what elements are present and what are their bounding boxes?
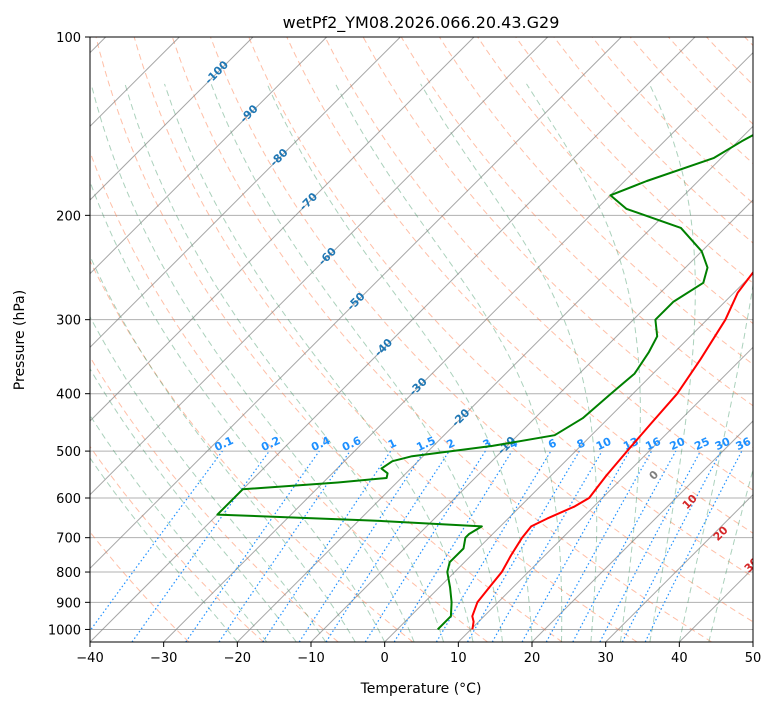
y-tick-label: 900	[56, 596, 81, 611]
x-tick-label: −10	[297, 651, 324, 666]
y-tick-label: 400	[56, 388, 81, 403]
y-tick-label: 300	[56, 314, 81, 329]
x-tick-label: 30	[597, 651, 614, 666]
x-tick-label: −30	[150, 651, 177, 666]
x-tick-label: −20	[224, 651, 251, 666]
y-tick-label: 600	[56, 492, 81, 507]
y-tick-label: 100	[56, 31, 81, 46]
x-tick-label: 20	[524, 651, 541, 666]
x-tick-label: 40	[671, 651, 688, 666]
y-tick-label: 500	[56, 445, 81, 460]
y-tick-label: 1000	[48, 623, 81, 638]
x-tick-label: 50	[745, 651, 762, 666]
x-tick-label: 10	[450, 651, 467, 666]
y-tick-label: 700	[56, 532, 81, 547]
x-axis-label: Temperature (°C)	[360, 681, 482, 697]
y-axis-label: Pressure (hPa)	[12, 290, 28, 390]
x-tick-label: 0	[381, 651, 389, 666]
x-tick-label: −40	[76, 651, 103, 666]
chart-title: wetPf2_YM08.2026.066.20.43.G29	[283, 13, 560, 33]
y-tick-label: 800	[56, 566, 81, 581]
y-tick-label: 200	[56, 209, 81, 224]
